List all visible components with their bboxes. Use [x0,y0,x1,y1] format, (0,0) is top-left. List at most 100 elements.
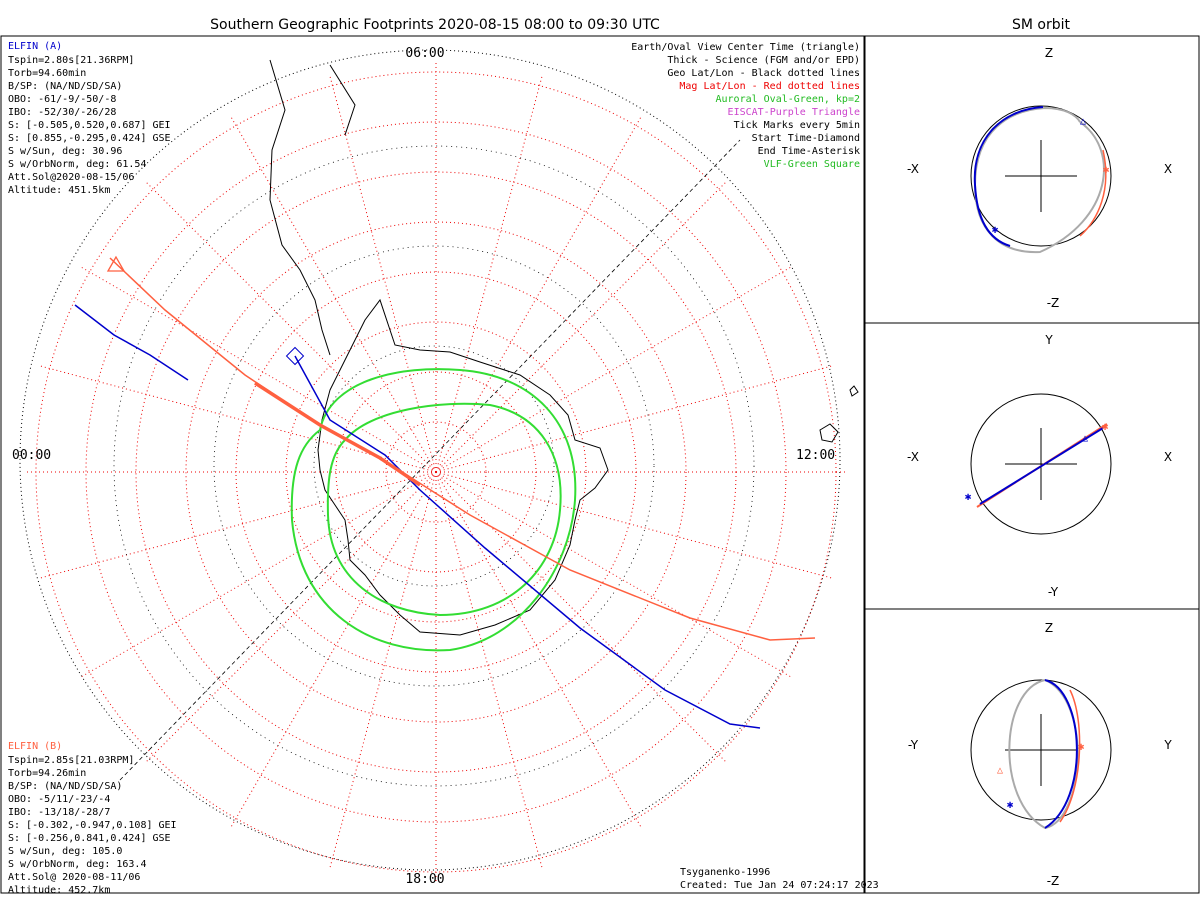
legend-item: VLF-Green Square [764,159,860,170]
elfin-b-science-segment [254,381,421,487]
axis-label-right: Y [1163,738,1172,752]
elfin-b-line: OBO: -5/11/-23/-4 [8,794,110,805]
mag-lon-line [435,471,727,763]
elfin-a-line: IBO: -52/30/-26/28 [8,107,116,118]
axis-label-right: X [1164,162,1172,176]
earth-circle [970,105,1112,247]
elfin-b-line: IBO: -13/18/-28/7 [8,807,110,818]
south-america-coastline [269,59,331,356]
orbit-panel-xy: ✱ △ ✱ Y -Y -X X [907,333,1172,599]
elfin-a-line: Altitude: 451.5km [8,185,110,196]
triangle-marker: △ [1082,433,1088,444]
map-graphics [19,49,859,882]
mag-lon-line [435,75,543,473]
axis-label-top: Z [1045,621,1053,635]
elfin-b-line: S: [-0.256,0.841,0.424] GSE [8,833,171,844]
elfin-b-line: S w/OrbNorm, deg: 163.4 [8,859,146,870]
lt-label-bottom: 18:00 [405,872,444,887]
mag-lat-circle [85,121,787,823]
axis-label-bottom: -Y [1048,585,1059,599]
mag-lat-circle [285,321,587,623]
elfin-b-line: B/SP: (NA/ND/SD/SA) [8,781,122,792]
asterisk-marker: ✱ [992,223,999,236]
legend-item: Mag Lat/Lon - Red dotted lines [679,81,860,92]
mag-lon-line [145,471,437,763]
legend-item: Earth/Oval View Center Time (triangle) [631,42,860,53]
asterisk-marker: ✱ [1007,798,1014,811]
earth-circle [970,393,1112,535]
mag-lon-line [39,471,437,579]
axis-label-top: Y [1044,333,1053,347]
elfin-b-info: ELFIN (B) Tspin=2.85s[21.03RPM] Torb=94.… [8,741,177,896]
earth-circle [970,679,1112,821]
axis-label-top: Z [1045,46,1053,60]
mag-lon-line [80,266,437,473]
orbit-panel-yz: △ ✱ ✱ Z -Z -Y Y [908,621,1172,888]
axis-label-left: -X [907,162,919,176]
orbit-elfin-a [979,427,1104,505]
mag-lon-line [435,181,727,473]
legend-item: Start Time-Diamond [752,133,860,144]
map-horizon [19,49,841,871]
orbit-panels: SM orbit △ ✱ ✱ Z -Z -X X ✱ △ ✱ [864,17,1200,894]
coast-fragment [329,64,356,136]
elfin-a-track [74,304,189,381]
elfin-a-line: S w/OrbNorm, deg: 61.54 [8,159,146,170]
asterisk-marker: ✱ [965,490,972,503]
lt-label-top: 06:00 [405,46,444,61]
elfin-a-line: B/SP: (NA/ND/SD/SA) [8,81,122,92]
elfin-b-track [109,257,816,641]
elfin-a-line: Torb=94.60min [8,68,86,79]
lt-label-right: 12:00 [796,448,835,463]
axis-label-left: -X [907,450,919,464]
asterisk-marker: ✱ [1103,163,1110,176]
auroral-oval-outer [290,368,577,652]
mag-lon-line [80,471,437,678]
elfin-b-line: Torb=94.26min [8,768,86,779]
mag-lon-line [435,116,642,473]
mag-lon-line [435,266,792,473]
legend-item: EISCAT-Purple Triangle [728,107,860,118]
elfin-a-line: S w/Sun, deg: 30.96 [8,146,122,157]
mag-lon-line [435,471,642,828]
elfin-a-track [294,355,761,729]
mag-lon-line [145,181,437,473]
elfin-b-line: Altitude: 452.7km [8,885,110,896]
mag-lon-line [435,471,833,579]
mag-lon-line [435,471,543,869]
elfin-a-line: S: [0.855,-0.295,0.424] GSE [8,133,171,144]
mag-lon-line [435,365,833,473]
elfin-a-line: Att.Sol@2020-08-15/06 [8,172,134,183]
orbit-elfin-b [1059,689,1081,823]
geo-lat-circle [113,145,755,787]
geo-lat-circle [313,345,555,587]
auroral-oval-inner [326,402,562,617]
axis-label-bottom: -Z [1047,296,1060,310]
elfin-b-line: S: [-0.302,-0.947,0.108] GEI [8,820,177,831]
asterisk-marker: ✱ [1102,420,1109,433]
mag-lat-circle [385,421,487,523]
orbit-elfin-a [973,106,1044,247]
elfin-b-line: S w/Sun, deg: 105.0 [8,846,122,857]
axis-label-bottom: -Z [1047,874,1060,888]
elfin-b-line: Tspin=2.85s[21.03RPM] [8,755,134,766]
triangle-marker: △ [1080,116,1086,127]
lt-label-left: 00:00 [12,448,51,463]
geo-lat-circle [213,245,655,687]
island-outline [849,385,859,397]
elfin-a-line: Tspin=2.80s[21.36RPM] [8,55,134,66]
legend-item: Auroral Oval-Green, kp=2 [716,94,861,105]
elfin-b-name: ELFIN (B) [8,741,62,752]
mag-lon-line [329,75,437,473]
asterisk-marker: ✱ [1078,740,1085,753]
created-label: Created: Tue Jan 24 07:24:17 2023 [680,880,879,891]
model-label: Tsyganenko-1996 [680,867,770,878]
page-title: Southern Geographic Footprints 2020-08-1… [210,17,660,33]
geo-lon-line [119,139,741,781]
legend-item: Thick - Science (FGM and/or EPD) [667,55,860,66]
orbit-elfin-b [1079,149,1107,237]
map-frame [0,35,865,894]
elfin-a-name: ELFIN (A) [8,41,62,52]
legend-item: Tick Marks every 5min [734,120,860,131]
